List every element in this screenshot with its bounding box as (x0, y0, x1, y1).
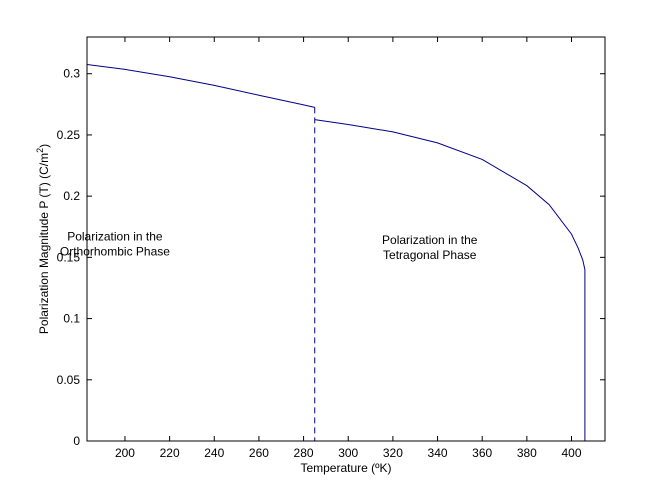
x-tick-label: 220 (160, 446, 180, 460)
y-axis-label-close: ) (37, 144, 51, 148)
y-axis-label-superscript: 2 (35, 148, 45, 153)
x-tick-label: 280 (294, 446, 314, 460)
y-tick-label: 0 (73, 434, 80, 448)
plot-background (87, 37, 605, 441)
x-tick-label: 400 (561, 446, 581, 460)
y-tick-label: 0.15 (57, 250, 81, 264)
x-tick-label: 380 (517, 446, 537, 460)
x-tick-label: 240 (204, 446, 224, 460)
annotation-2: Polarization in the Tetragonal Phase (382, 233, 478, 262)
y-tick-label: 0.05 (57, 373, 81, 387)
annotation-1: Polarization in the Orthorhombic Phase (60, 230, 170, 259)
series-line-2 (314, 119, 586, 441)
annotations-layer: Polarization in the Orthorhombic PhasePol… (60, 230, 478, 263)
y-tick-label: 0.1 (63, 312, 80, 326)
x-tick-label: 200 (115, 446, 135, 460)
annotation-line: Orthorhombic Phase (60, 245, 170, 259)
annotation-line: Polarization in the (382, 233, 478, 247)
plot-frame (86, 36, 606, 442)
x-tick-label: 340 (428, 446, 448, 460)
y-tick-label: 0.3 (63, 67, 80, 81)
x-tick-label: 320 (383, 446, 403, 460)
annotation-line: Polarization in the (67, 230, 163, 244)
y-axis-label-main: Polarization Magnitude P (T) (C/m (37, 153, 51, 334)
y-tick-label: 0.25 (57, 128, 81, 142)
x-tick-label: 360 (472, 446, 492, 460)
series-line-1 (86, 64, 315, 108)
x-axis-label: Temperature (ºK) (300, 461, 391, 475)
y-axis-label: Polarization Magnitude P (T) (C/m2) (35, 144, 51, 334)
ticks-layer: 200 220 240 260 280 300 320 340 360 380 400 0 0.05 0.… (57, 37, 605, 460)
y-tick-label: 0.2 (63, 189, 80, 203)
annotation-line: Tetragonal Phase (383, 248, 477, 262)
series-layer (86, 64, 586, 441)
x-tick-label: 260 (249, 446, 269, 460)
x-tick-label: 300 (338, 446, 358, 460)
